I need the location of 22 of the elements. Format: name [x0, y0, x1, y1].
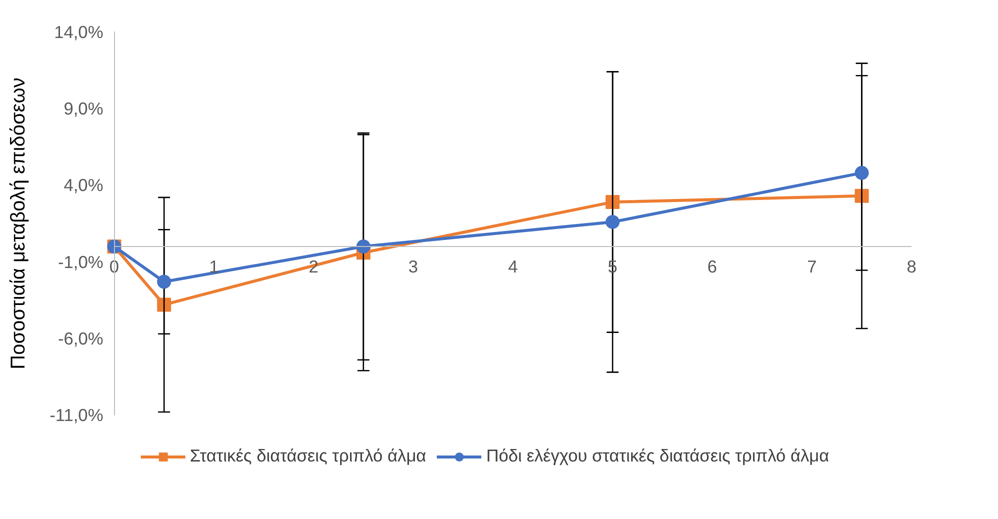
- point: [606, 214, 620, 229]
- y-tick-label: 9,0%: [64, 98, 104, 119]
- x-tick-label: 8: [906, 256, 916, 276]
- y-tick-label: -1,0%: [58, 252, 104, 272]
- y-tick-label: -6,0%: [58, 328, 104, 348]
- legend-label: Πόδι ελέγχου στατικές διατάσεις τριπλό άλμα: [486, 446, 830, 466]
- y-tick-label: -11,0%: [50, 405, 104, 426]
- point: [606, 195, 620, 210]
- legend-label: Στατικές διατάσεις τριπλό άλμα: [190, 446, 426, 466]
- point: [157, 274, 172, 289]
- x-tick-label: 4: [508, 256, 518, 276]
- x-tick-label: 0: [109, 256, 120, 276]
- x-tick-label: 1: [209, 256, 219, 276]
- point: [157, 298, 172, 312]
- point: [854, 166, 869, 180]
- x-tick-label: 6: [707, 256, 718, 276]
- y-tick-label: 4,0%: [64, 175, 104, 196]
- x-tick-label: 3: [408, 256, 418, 276]
- y-tick-label: 14,0%: [54, 22, 104, 42]
- point: [356, 240, 370, 254]
- x-tick-label: 7: [807, 256, 817, 276]
- y-axis-title: Ποσοστιαία μεταβολή επιδόσεων: [8, 78, 30, 370]
